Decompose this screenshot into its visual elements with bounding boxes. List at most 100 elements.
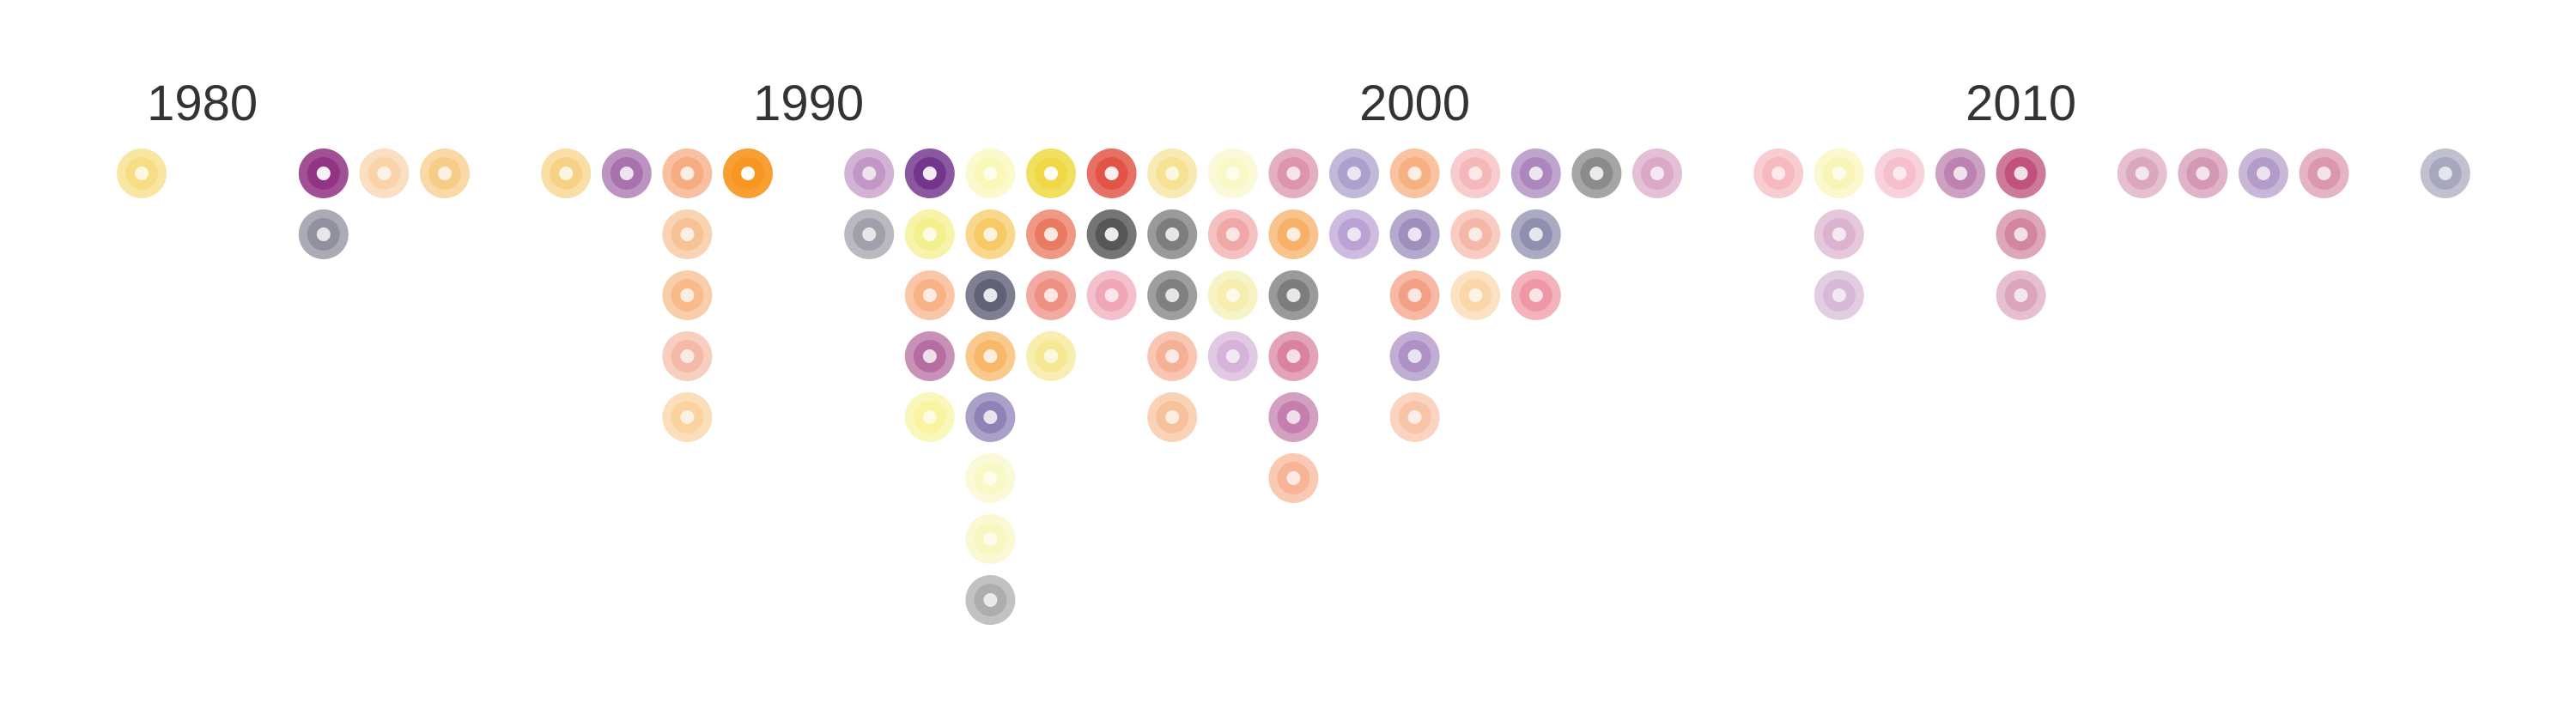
dot-column-1997	[1207, 148, 1258, 381]
dot-2017-0	[2420, 148, 2470, 198]
dot-column-1979	[117, 148, 167, 198]
dot-column-2000	[1389, 148, 1440, 442]
dot-1982-0	[298, 148, 349, 198]
dot-1999-0	[1329, 148, 1379, 198]
dot-1993-1	[965, 209, 1016, 259]
dot-column-1989	[723, 148, 773, 198]
dot-column-1998	[1268, 148, 1319, 503]
dot-1992-4	[904, 392, 955, 442]
dot-1993-3	[965, 331, 1016, 381]
dot-2009-0	[1935, 148, 1985, 198]
dot-column-2002	[1510, 148, 1561, 320]
dot-column-1987	[601, 148, 652, 198]
dot-1988-4	[662, 392, 713, 442]
dot-1991-0	[844, 148, 895, 198]
dot-2001-0	[1450, 148, 1501, 198]
dot-2001-1	[1450, 209, 1501, 259]
dot-1997-2	[1207, 270, 1258, 320]
dot-column-1991	[844, 148, 895, 259]
decade-label-2000: 2000	[1359, 76, 1470, 131]
dot-column-2010	[1996, 148, 2046, 320]
dot-column-2003	[1571, 148, 1622, 198]
decade-labels: 1980 1990 2000 2010	[147, 76, 2076, 131]
dot-column-2012	[2117, 148, 2167, 198]
dot-1993-4	[965, 392, 1016, 442]
dot-2002-0	[1510, 148, 1561, 198]
dot-2002-1	[1510, 209, 1561, 259]
dot-1995-2	[1086, 270, 1137, 320]
dot-column-1995	[1086, 148, 1137, 320]
dot-1994-1	[1026, 209, 1076, 259]
dot-1997-3	[1207, 331, 1258, 381]
dot-column-1999	[1329, 148, 1379, 259]
dot-2013-0	[2178, 148, 2228, 198]
dot-column-2008	[1874, 148, 1925, 198]
dot-1992-3	[904, 331, 955, 381]
dot-1993-6	[965, 514, 1016, 564]
dot-1992-2	[904, 270, 955, 320]
dot-column-1982	[298, 148, 349, 259]
decade-label-1980: 1980	[147, 76, 258, 131]
dot-column-2013	[2178, 148, 2228, 198]
dot-column-2015	[2299, 148, 2349, 198]
dot-2004-0	[1632, 148, 1682, 198]
dot-1991-1	[844, 209, 895, 259]
dot-column-2001	[1450, 148, 1501, 320]
dot-column-1986	[541, 148, 592, 198]
dot-column-2009	[1935, 148, 1985, 198]
dot-1982-1	[298, 209, 349, 259]
dot-1996-3	[1147, 331, 1198, 381]
dot-1996-2	[1147, 270, 1198, 320]
dot-1998-2	[1268, 270, 1319, 320]
dot-1998-4	[1268, 392, 1319, 442]
dot-column-1992	[904, 148, 955, 442]
dot-1996-0	[1147, 148, 1198, 198]
dot-2002-2	[1510, 270, 1561, 320]
dot-column-2014	[2239, 148, 2288, 198]
dot-1998-5	[1268, 453, 1319, 503]
decade-label-2010: 2010	[1965, 76, 2076, 131]
dot-1998-0	[1268, 148, 1319, 198]
dot-column-1983	[359, 148, 410, 198]
dot-column-2007	[1814, 148, 1864, 320]
dot-1988-2	[662, 270, 713, 320]
dot-1993-2	[965, 270, 1016, 320]
dot-1994-2	[1026, 270, 1076, 320]
dot-2007-2	[1814, 270, 1864, 320]
dot-columns	[117, 148, 2470, 625]
dot-2007-1	[1814, 209, 1864, 259]
dot-2007-0	[1814, 148, 1864, 198]
dot-2000-0	[1389, 148, 1440, 198]
dot-2014-0	[2239, 148, 2288, 198]
dot-2000-2	[1389, 270, 1440, 320]
dot-2010-2	[1996, 270, 2046, 320]
dot-2000-1	[1389, 209, 1440, 259]
dot-2010-1	[1996, 209, 2046, 259]
dot-1987-0	[601, 148, 652, 198]
dot-1995-0	[1086, 148, 1137, 198]
dot-1993-7	[965, 575, 1016, 625]
dot-1996-4	[1147, 392, 1198, 442]
dot-column-1996	[1147, 148, 1198, 442]
dot-1995-1	[1086, 209, 1137, 259]
dot-2010-0	[1996, 148, 2046, 198]
dot-1994-3	[1026, 331, 1076, 381]
dot-column-1988	[662, 148, 713, 442]
dot-2015-0	[2299, 148, 2349, 198]
dot-1996-1	[1147, 209, 1198, 259]
dot-1988-1	[662, 209, 713, 259]
dot-2001-2	[1450, 270, 1501, 320]
dot-2006-0	[1753, 148, 1804, 198]
dot-1992-1	[904, 209, 955, 259]
dot-1979-0	[117, 148, 167, 198]
dot-2000-4	[1389, 392, 1440, 442]
dot-column-1994	[1026, 148, 1076, 381]
dot-1997-0	[1207, 148, 1258, 198]
dot-1992-0	[904, 148, 955, 198]
decade-label-1990: 1990	[753, 76, 864, 131]
dot-column-1993	[965, 148, 1016, 625]
dot-column-2004	[1632, 148, 1682, 198]
dot-column-1984	[420, 148, 470, 198]
dot-1998-1	[1268, 209, 1319, 259]
dot-2012-0	[2117, 148, 2167, 198]
